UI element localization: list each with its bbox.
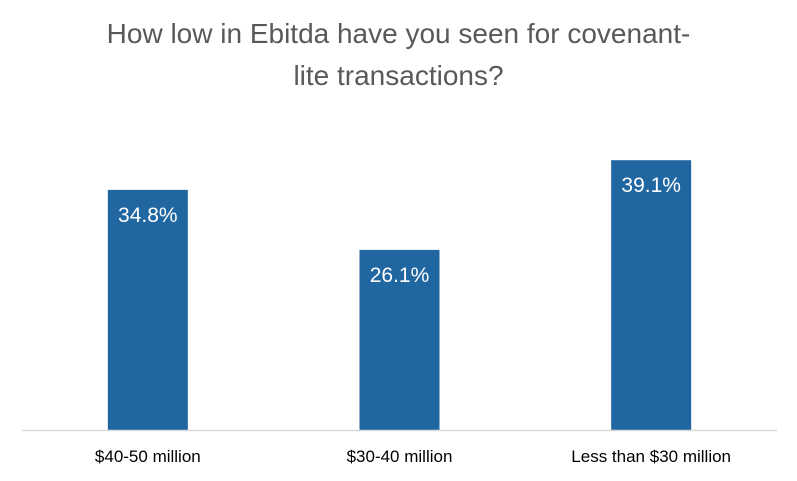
category-label-1: $30-40 million: [347, 447, 453, 466]
chart-title-line-2: lite transactions?: [293, 60, 504, 91]
bar-2: [611, 160, 692, 430]
bar-1: [359, 249, 440, 430]
chart-title-line-1: How low in Ebitda have you seen for cove…: [106, 18, 691, 49]
data-label-0: 34.8%: [118, 204, 178, 227]
category-label-0: $40-50 million: [95, 447, 201, 466]
category-label-2: Less than $30 million: [571, 447, 731, 466]
bar-0: [107, 189, 188, 430]
data-label-2: 39.1%: [621, 174, 681, 197]
data-label-1: 26.1%: [370, 264, 430, 287]
